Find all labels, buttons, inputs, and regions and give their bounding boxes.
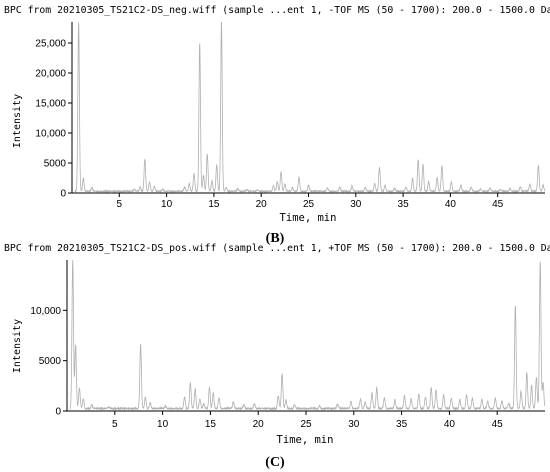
x-axis-label: Time, min <box>280 212 337 224</box>
chromatogram-trace <box>69 259 546 411</box>
y-tick-label: 15,000 <box>35 99 66 110</box>
x-tick-label: 45 <box>492 419 504 430</box>
x-axis: 5 10 15 20 25 30 35 40 45 <box>117 193 504 210</box>
x-tick-label: 35 <box>396 419 408 430</box>
y-axis: 0 5000 10,000 15,000 20,000 25,000 <box>35 39 72 200</box>
panel-label: (B) <box>266 231 285 246</box>
x-tick-label: 40 <box>444 419 456 430</box>
x-tick-label: 30 <box>350 199 362 210</box>
chart-pos-bpc: BPC from 20210305_TS21C2-DS_pos.wiff (sa… <box>4 243 550 470</box>
y-tick-label: 5000 <box>44 159 67 170</box>
y-axis-label: Intensity <box>12 94 23 148</box>
y-tick-label: 10,000 <box>35 129 66 140</box>
panel-label: (C) <box>265 455 285 470</box>
y-tick-label: 20,000 <box>35 69 66 80</box>
x-tick-label: 15 <box>208 199 220 210</box>
y-tick-label: 25,000 <box>35 39 66 50</box>
x-tick-label: 40 <box>445 199 457 210</box>
chart-title: BPC from 20210305_TS21C2-DS_pos.wiff (sa… <box>4 243 550 254</box>
x-tick-label: 25 <box>300 419 312 430</box>
y-axis: 0 5000 10,000 <box>30 306 67 418</box>
x-tick-label: 15 <box>205 419 217 430</box>
x-tick-label: 5 <box>112 419 118 430</box>
y-axis-label: Intensity <box>12 319 23 373</box>
x-tick-label: 20 <box>256 199 268 210</box>
x-tick-label: 10 <box>161 199 173 210</box>
x-axis-label: Time, min <box>277 434 334 446</box>
y-tick-label: 0 <box>55 407 61 418</box>
chromatogram-trace <box>74 22 546 194</box>
x-tick-label: 30 <box>348 419 360 430</box>
x-tick-label: 10 <box>157 419 169 430</box>
x-tick-label: 25 <box>303 199 315 210</box>
y-tick-label: 5000 <box>39 356 62 367</box>
x-tick-label: 45 <box>492 199 504 210</box>
x-tick-label: 5 <box>117 199 123 210</box>
x-axis: 5 10 15 20 25 30 35 40 45 <box>112 411 503 430</box>
chart-neg-bpc: BPC from 20210305_TS21C2-DS_neg.wiff (sa… <box>4 5 550 246</box>
y-tick-label: 10,000 <box>30 306 61 317</box>
x-tick-label: 35 <box>398 199 410 210</box>
y-tick-label: 0 <box>60 189 66 200</box>
x-tick-label: 20 <box>253 419 265 430</box>
chart-title: BPC from 20210305_TS21C2-DS_neg.wiff (sa… <box>4 5 550 16</box>
